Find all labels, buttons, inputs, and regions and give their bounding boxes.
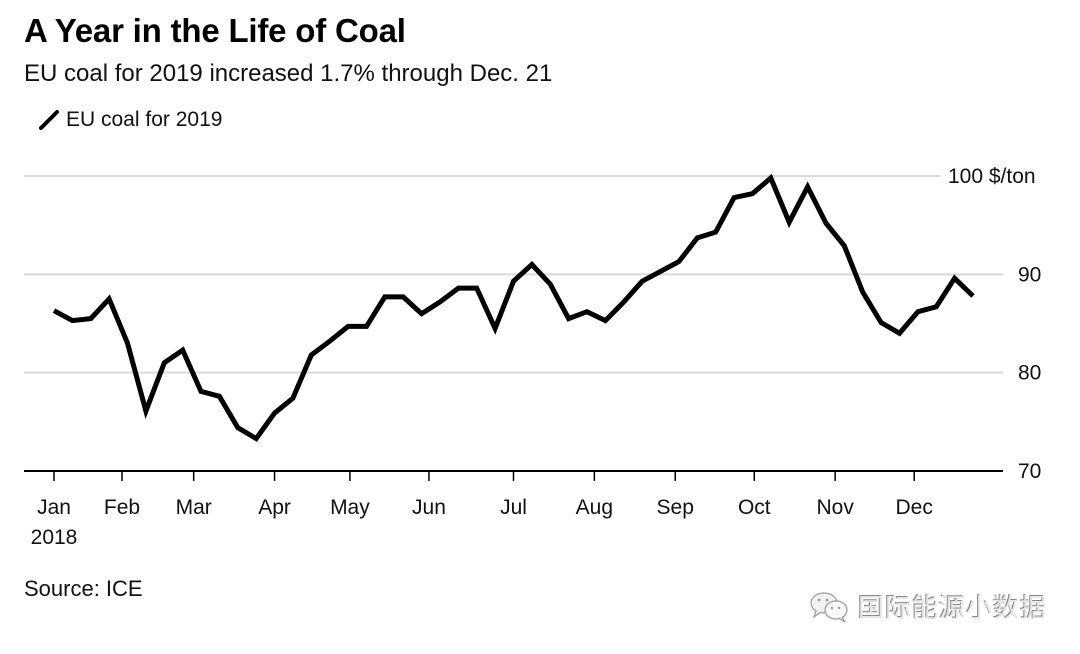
x-tick-label: Nov — [816, 496, 854, 519]
watermark-text: 国际能源小数据 — [858, 593, 1048, 623]
x-tick-label: Jun — [412, 496, 446, 519]
x-tick-label: Jan — [37, 496, 71, 519]
x-tick-sublabel: 2018 — [31, 526, 78, 549]
watermark: 国际能源小数据 — [808, 588, 1047, 625]
x-tick-label: Dec — [896, 496, 933, 519]
y-tick-label: 80 — [1018, 362, 1041, 385]
x-tick-label: Mar — [176, 496, 212, 519]
y-axis: 100 $/ton 90 80 70 — [948, 165, 1041, 483]
legend-line-icon — [39, 110, 59, 130]
series — [52, 173, 975, 442]
x-tick-label: Apr — [258, 496, 291, 519]
chart-title: A Year in the Life of Coal — [24, 12, 406, 49]
y-tick-label: 70 — [1018, 460, 1041, 483]
chart-subtitle: EU coal for 2019 increased 1.7% through … — [24, 60, 553, 87]
series-line-eu-coal-2019 — [52, 173, 975, 442]
gridlines — [24, 175, 1003, 374]
legend-label: EU coal for 2019 — [66, 108, 223, 131]
x-tick-label: Sep — [657, 496, 694, 519]
y-tick-label: 90 — [1018, 263, 1041, 286]
x-tick-label: May — [330, 496, 370, 519]
x-tick-label: Oct — [738, 496, 771, 519]
line-chart: 100 $/ton 90 80 70 Jan 2018 Feb Mar Apr May Jun Ju… — [24, 165, 1041, 549]
x-tick-label: Aug — [576, 496, 613, 519]
source-note: Source: ICE — [24, 576, 143, 601]
x-tick-label: Jul — [500, 496, 527, 519]
wechat-bubble-icon — [810, 591, 848, 622]
x-axis: Jan 2018 Feb Mar Apr May Jun Jul Aug Sep Oct Nov Dec — [24, 470, 1003, 549]
x-tick-label: Feb — [104, 496, 140, 519]
legend: EU coal for 2019 — [38, 108, 222, 132]
y-tick-label: 100 $/ton — [948, 165, 1036, 188]
